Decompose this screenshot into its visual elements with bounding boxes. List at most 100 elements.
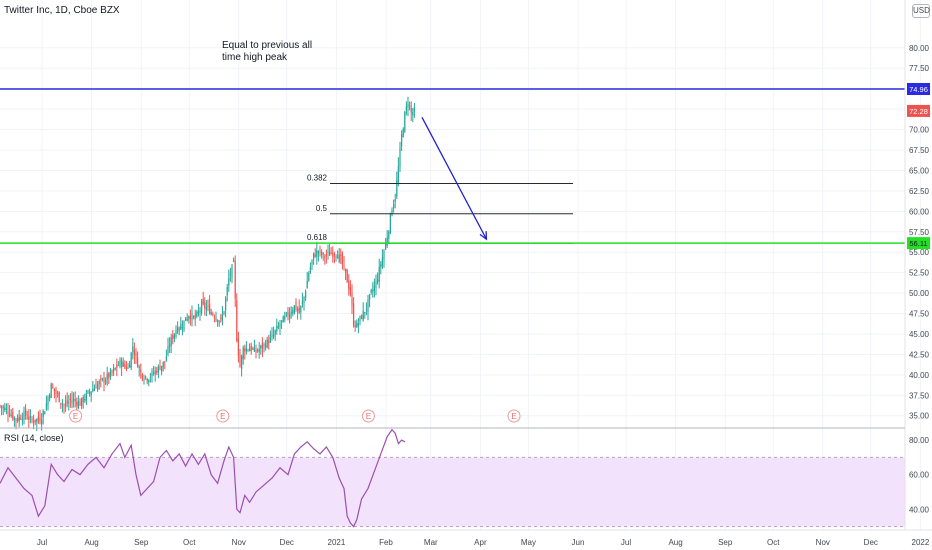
candle-body (122, 362, 124, 367)
candle-body (321, 251, 323, 255)
candle-body (132, 346, 134, 352)
arrow-head (479, 231, 488, 241)
fib-label: 0.618 (307, 233, 328, 242)
candle-body (233, 259, 235, 262)
candle-body (180, 324, 182, 330)
candle-body (113, 368, 115, 372)
candle-body (337, 256, 339, 259)
level-tag-label: 56.11 (909, 239, 927, 248)
time-tick-label: Sep (134, 538, 149, 547)
rsi-bounds (0, 456, 905, 528)
candle-body (345, 268, 347, 272)
candle-body (0, 405, 1, 407)
candle-body (351, 292, 353, 306)
candle-body (237, 338, 239, 356)
candle-body (261, 342, 263, 349)
candle-body (383, 250, 385, 261)
candle-body (327, 251, 329, 253)
earnings-mark[interactable] (361, 409, 375, 423)
candle-body (362, 310, 364, 321)
price-tick-label: 77.50 (909, 64, 930, 73)
candle-body (319, 249, 321, 251)
time-tick-label: Aug (84, 538, 98, 547)
candle-body (53, 388, 55, 392)
horizontal-levels[interactable] (0, 88, 905, 244)
candle-body (100, 378, 102, 380)
price-level-tags: 74.96 56.11 72.28 (907, 83, 930, 250)
currency-badge[interactable]: USD (912, 4, 930, 18)
arrow-shaft[interactable] (421, 116, 487, 240)
price-tick-label: 37.50 (909, 391, 930, 400)
candle-body (401, 134, 403, 147)
candle-body (42, 411, 44, 418)
candle-body (124, 364, 126, 367)
candle-body (157, 366, 159, 372)
candle-body (74, 399, 76, 402)
level-tag (907, 237, 930, 250)
candle-body (169, 345, 171, 347)
candle-body (76, 401, 78, 406)
time-tick-label: Oct (767, 538, 780, 547)
time-tick-label: Oct (183, 538, 196, 547)
candle-body (386, 237, 388, 246)
rsi-axis[interactable]: 80.00 60.00 40.00 (909, 436, 930, 514)
price-axis[interactable]: 80.0077.5075.0072.5070.0067.5065.0062.50… (909, 44, 930, 421)
candle-body (375, 281, 377, 289)
annotation-line-1: Equal to previous all (222, 40, 313, 51)
annotation-line-2: time high peak (222, 52, 288, 63)
candle-body (101, 378, 103, 380)
candle-body (385, 243, 387, 250)
candle-body (188, 316, 190, 320)
candle-body (285, 312, 287, 315)
candle-body (258, 349, 260, 352)
price-tick-label: 65.00 (909, 166, 930, 175)
candle-body (21, 418, 23, 420)
candle-body (412, 112, 414, 116)
candle-body (18, 416, 20, 422)
candle-body (282, 316, 284, 323)
earnings-mark[interactable] (507, 409, 521, 423)
fibonacci-levels[interactable]: 0.382 0.5 0.618 (307, 174, 573, 244)
candle-body (39, 417, 41, 422)
earnings-mark-label: E (366, 412, 371, 421)
time-axis[interactable]: Jul Aug Sep Oct Nov Dec 2021 Feb Mar Apr May Jun Jul… (37, 538, 930, 547)
fib-label: 0.5 (316, 204, 328, 213)
candle-body (95, 386, 97, 389)
annotation-text[interactable]: Equal to previous all time high peak (222, 40, 312, 64)
candle-body (23, 410, 25, 420)
price-tick-label: 47.50 (909, 310, 930, 319)
candle-body (247, 349, 249, 351)
candle-body (249, 348, 251, 352)
candle-body (85, 393, 87, 402)
candle-body (138, 367, 140, 369)
candle-body (125, 366, 127, 370)
price-tick-label: 55.00 (909, 248, 930, 257)
candle-body (311, 260, 313, 265)
candle-body (31, 419, 33, 421)
trend-arrow[interactable] (421, 116, 488, 241)
rsi-line (0, 428, 406, 528)
candle-body (245, 347, 247, 352)
candle-body (367, 299, 369, 313)
candle-body (309, 267, 311, 273)
candle-body (183, 320, 185, 331)
candle-body (393, 204, 395, 208)
time-tick-label: May (521, 538, 536, 547)
time-tick-label: Mar (424, 538, 438, 547)
candle-body (269, 336, 271, 342)
candle-body (295, 302, 297, 311)
price-tick-label: 57.50 (909, 228, 930, 237)
earnings-mark[interactable] (69, 409, 83, 423)
earnings-mark[interactable] (216, 409, 230, 423)
candle-body (106, 373, 108, 380)
candle-body (170, 337, 172, 346)
candle-body (148, 379, 150, 383)
candle-body (141, 374, 143, 379)
candle-body (97, 384, 99, 390)
price-tick-label: 50.00 (909, 289, 930, 298)
candle-body (372, 289, 374, 292)
candle-body (44, 411, 46, 415)
candle-body (161, 365, 163, 372)
